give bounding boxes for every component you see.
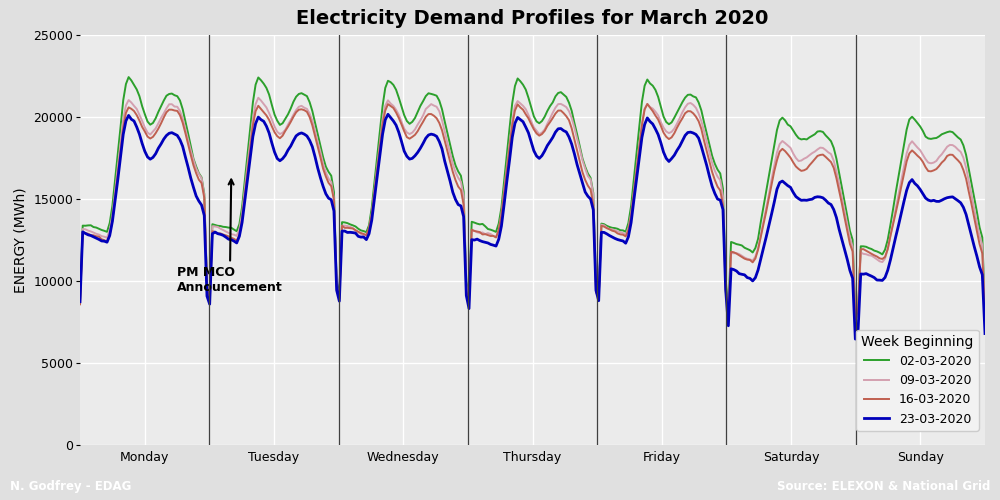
- Text: N. Godfrey - EDAG: N. Godfrey - EDAG: [10, 480, 131, 493]
- Title: Electricity Demand Profiles for March 2020: Electricity Demand Profiles for March 20…: [296, 9, 769, 28]
- Y-axis label: ENERGY (MWh): ENERGY (MWh): [14, 187, 28, 293]
- Text: PM MCO
Announcement: PM MCO Announcement: [177, 180, 283, 294]
- Legend: 02-03-2020, 09-03-2020, 16-03-2020, 23-03-2020: 02-03-2020, 09-03-2020, 16-03-2020, 23-0…: [856, 330, 979, 430]
- Text: Source: ELEXON & National Grid: Source: ELEXON & National Grid: [777, 480, 990, 493]
